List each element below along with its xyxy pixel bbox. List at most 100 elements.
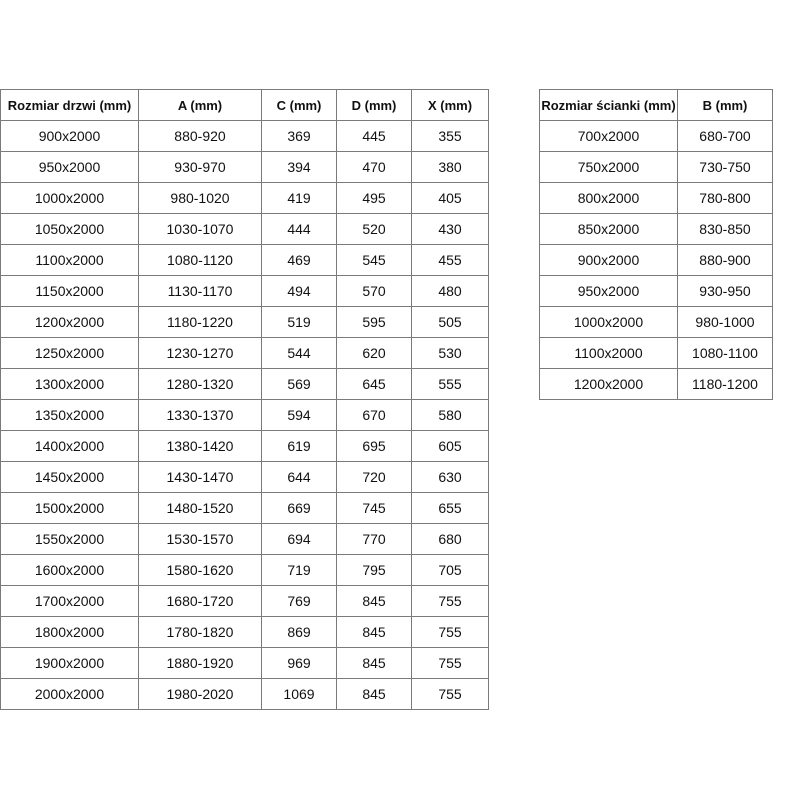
table-cell: 880-900 (677, 244, 773, 276)
table-cell: 394 (261, 151, 337, 183)
table-cell: 880-920 (138, 120, 262, 152)
table-cell: 1280-1320 (138, 368, 262, 400)
column-header: Rozmiar ścianki (mm) (539, 89, 678, 121)
table-cell: 1100x2000 (539, 337, 678, 369)
table-cell: 680 (411, 523, 489, 555)
table-row: 800x2000 780-800 (539, 182, 773, 214)
table-cell: 1100x2000 (0, 244, 139, 276)
table-cell: 830-850 (677, 213, 773, 245)
table-cell: 755 (411, 647, 489, 679)
column-header: D (mm) (336, 89, 412, 121)
table-cell: 1700x2000 (0, 585, 139, 617)
table-row: 850x2000 830-850 (539, 213, 773, 245)
table-cell: 780-800 (677, 182, 773, 214)
table-cell: 950x2000 (539, 275, 678, 307)
table-row: 1700x2000 1680-1720 769 845 755 (0, 585, 489, 617)
table-cell: 570 (336, 275, 412, 307)
table-cell: 1200x2000 (539, 368, 678, 400)
table-cell: 444 (261, 213, 337, 245)
table-cell: 845 (336, 647, 412, 679)
table-cell: 1080-1100 (677, 337, 773, 369)
table-cell: 750x2000 (539, 151, 678, 183)
table-cell: 695 (336, 430, 412, 462)
table-cell: 1900x2000 (0, 647, 139, 679)
table-cell: 480 (411, 275, 489, 307)
table-cell: 1480-1520 (138, 492, 262, 524)
table-cell: 705 (411, 554, 489, 586)
table-cell: 1330-1370 (138, 399, 262, 431)
table-row: 950x2000 930-950 (539, 275, 773, 307)
table-cell: 1050x2000 (0, 213, 139, 245)
table-row: 1200x2000 1180-1220 519 595 505 (0, 306, 489, 338)
table-cell: 1350x2000 (0, 399, 139, 431)
table-cell: 1180-1200 (677, 368, 773, 400)
table-row: 700x2000 680-700 (539, 120, 773, 152)
table-cell: 619 (261, 430, 337, 462)
table-cell: 1150x2000 (0, 275, 139, 307)
table-cell: 645 (336, 368, 412, 400)
table-cell: 745 (336, 492, 412, 524)
door-size-table: Rozmiar drzwi (mm) A (mm) C (mm) D (mm) X (m… (0, 89, 489, 710)
table-cell: 1500x2000 (0, 492, 139, 524)
table-cell: 1580-1620 (138, 554, 262, 586)
table-row: 1350x2000 1330-1370 594 670 580 (0, 399, 489, 431)
column-header: B (mm) (677, 89, 773, 121)
table-cell: 980-1000 (677, 306, 773, 338)
table-cell: 1430-1470 (138, 461, 262, 493)
table-cell: 405 (411, 182, 489, 214)
table-cell: 669 (261, 492, 337, 524)
column-header: A (mm) (138, 89, 262, 121)
table-row: 1200x2000 1180-1200 (539, 368, 773, 400)
table-cell: 655 (411, 492, 489, 524)
table-cell: 605 (411, 430, 489, 462)
table-row: 1250x2000 1230-1270 544 620 530 (0, 337, 489, 369)
column-header: C (mm) (261, 89, 337, 121)
table-cell: 720 (336, 461, 412, 493)
table-cell: 1880-1920 (138, 647, 262, 679)
column-header: Rozmiar drzwi (mm) (0, 89, 139, 121)
table-row: 1000x2000 980-1000 (539, 306, 773, 338)
table-cell: 520 (336, 213, 412, 245)
header-row: Rozmiar ścianki (mm) B (mm) (539, 89, 773, 121)
table-row: 1600x2000 1580-1620 719 795 705 (0, 554, 489, 586)
table-row: 2000x2000 1980-2020 1069 845 755 (0, 678, 489, 710)
table-cell: 795 (336, 554, 412, 586)
table-cell: 930-970 (138, 151, 262, 183)
table-cell: 680-700 (677, 120, 773, 152)
table-cell: 755 (411, 585, 489, 617)
table-row: 1800x2000 1780-1820 869 845 755 (0, 616, 489, 648)
table-cell: 845 (336, 616, 412, 648)
table-cell: 769 (261, 585, 337, 617)
table-row: 1300x2000 1280-1320 569 645 555 (0, 368, 489, 400)
table-cell: 569 (261, 368, 337, 400)
table-cell: 545 (336, 244, 412, 276)
table-cell: 419 (261, 182, 337, 214)
table-cell: 630 (411, 461, 489, 493)
table-cell: 700x2000 (539, 120, 678, 152)
table-cell: 730-750 (677, 151, 773, 183)
table-cell: 1130-1170 (138, 275, 262, 307)
table-cell: 950x2000 (0, 151, 139, 183)
table-cell: 930-950 (677, 275, 773, 307)
table-cell: 445 (336, 120, 412, 152)
table-cell: 1380-1420 (138, 430, 262, 462)
table-cell: 694 (261, 523, 337, 555)
table-cell: 519 (261, 306, 337, 338)
table-cell: 1000x2000 (0, 182, 139, 214)
table-cell: 1300x2000 (0, 368, 139, 400)
table-cell: 755 (411, 616, 489, 648)
table-cell: 1180-1220 (138, 306, 262, 338)
table-cell: 555 (411, 368, 489, 400)
table-cell: 470 (336, 151, 412, 183)
table-cell: 900x2000 (539, 244, 678, 276)
table-cell: 900x2000 (0, 120, 139, 152)
table-row: 900x2000 880-920 369 445 355 (0, 120, 489, 152)
table-cell: 770 (336, 523, 412, 555)
table-cell: 580 (411, 399, 489, 431)
table-cell: 1600x2000 (0, 554, 139, 586)
table-cell: 455 (411, 244, 489, 276)
table-cell: 1200x2000 (0, 306, 139, 338)
table-cell: 719 (261, 554, 337, 586)
wall-size-table: Rozmiar ścianki (mm) B (mm) 700x2000 680-7… (539, 89, 773, 400)
table-cell: 980-1020 (138, 182, 262, 214)
